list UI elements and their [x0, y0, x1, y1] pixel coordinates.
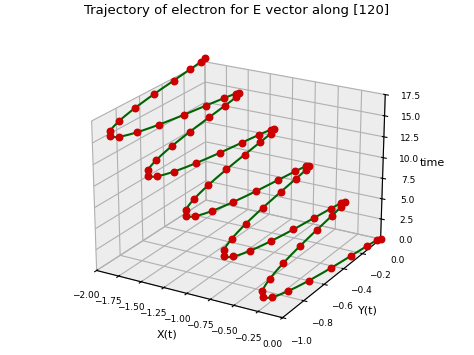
Y-axis label: Y(t): Y(t) [357, 306, 377, 316]
X-axis label: X(t): X(t) [156, 330, 177, 340]
Title: Trajectory of electron for E vector along [120]: Trajectory of electron for E vector alon… [84, 4, 390, 17]
